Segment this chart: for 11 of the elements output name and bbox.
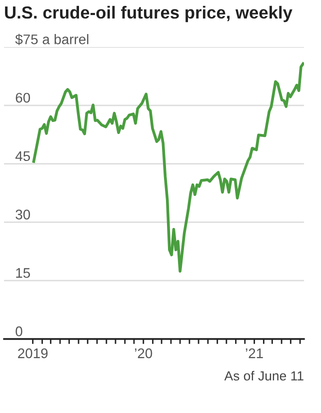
- y-tick-label: 30: [16, 210, 30, 220]
- x-tick-label: ’21: [246, 348, 263, 358]
- text: As of June 11: [224, 370, 304, 381]
- x-tick-label: 2019: [18, 348, 48, 358]
- y-tick-label: 15: [16, 268, 30, 278]
- y-tick-label: 60: [16, 92, 30, 103]
- y-tick-label: 0: [16, 326, 22, 336]
- y-tick-label: 45: [15, 151, 30, 162]
- y-tick-label: $75 a barrel: [15, 34, 88, 46]
- x-tick-label: ’20: [134, 348, 152, 358]
- chart-title: U.S. crude-oil futures price, weekly: [5, 6, 292, 22]
